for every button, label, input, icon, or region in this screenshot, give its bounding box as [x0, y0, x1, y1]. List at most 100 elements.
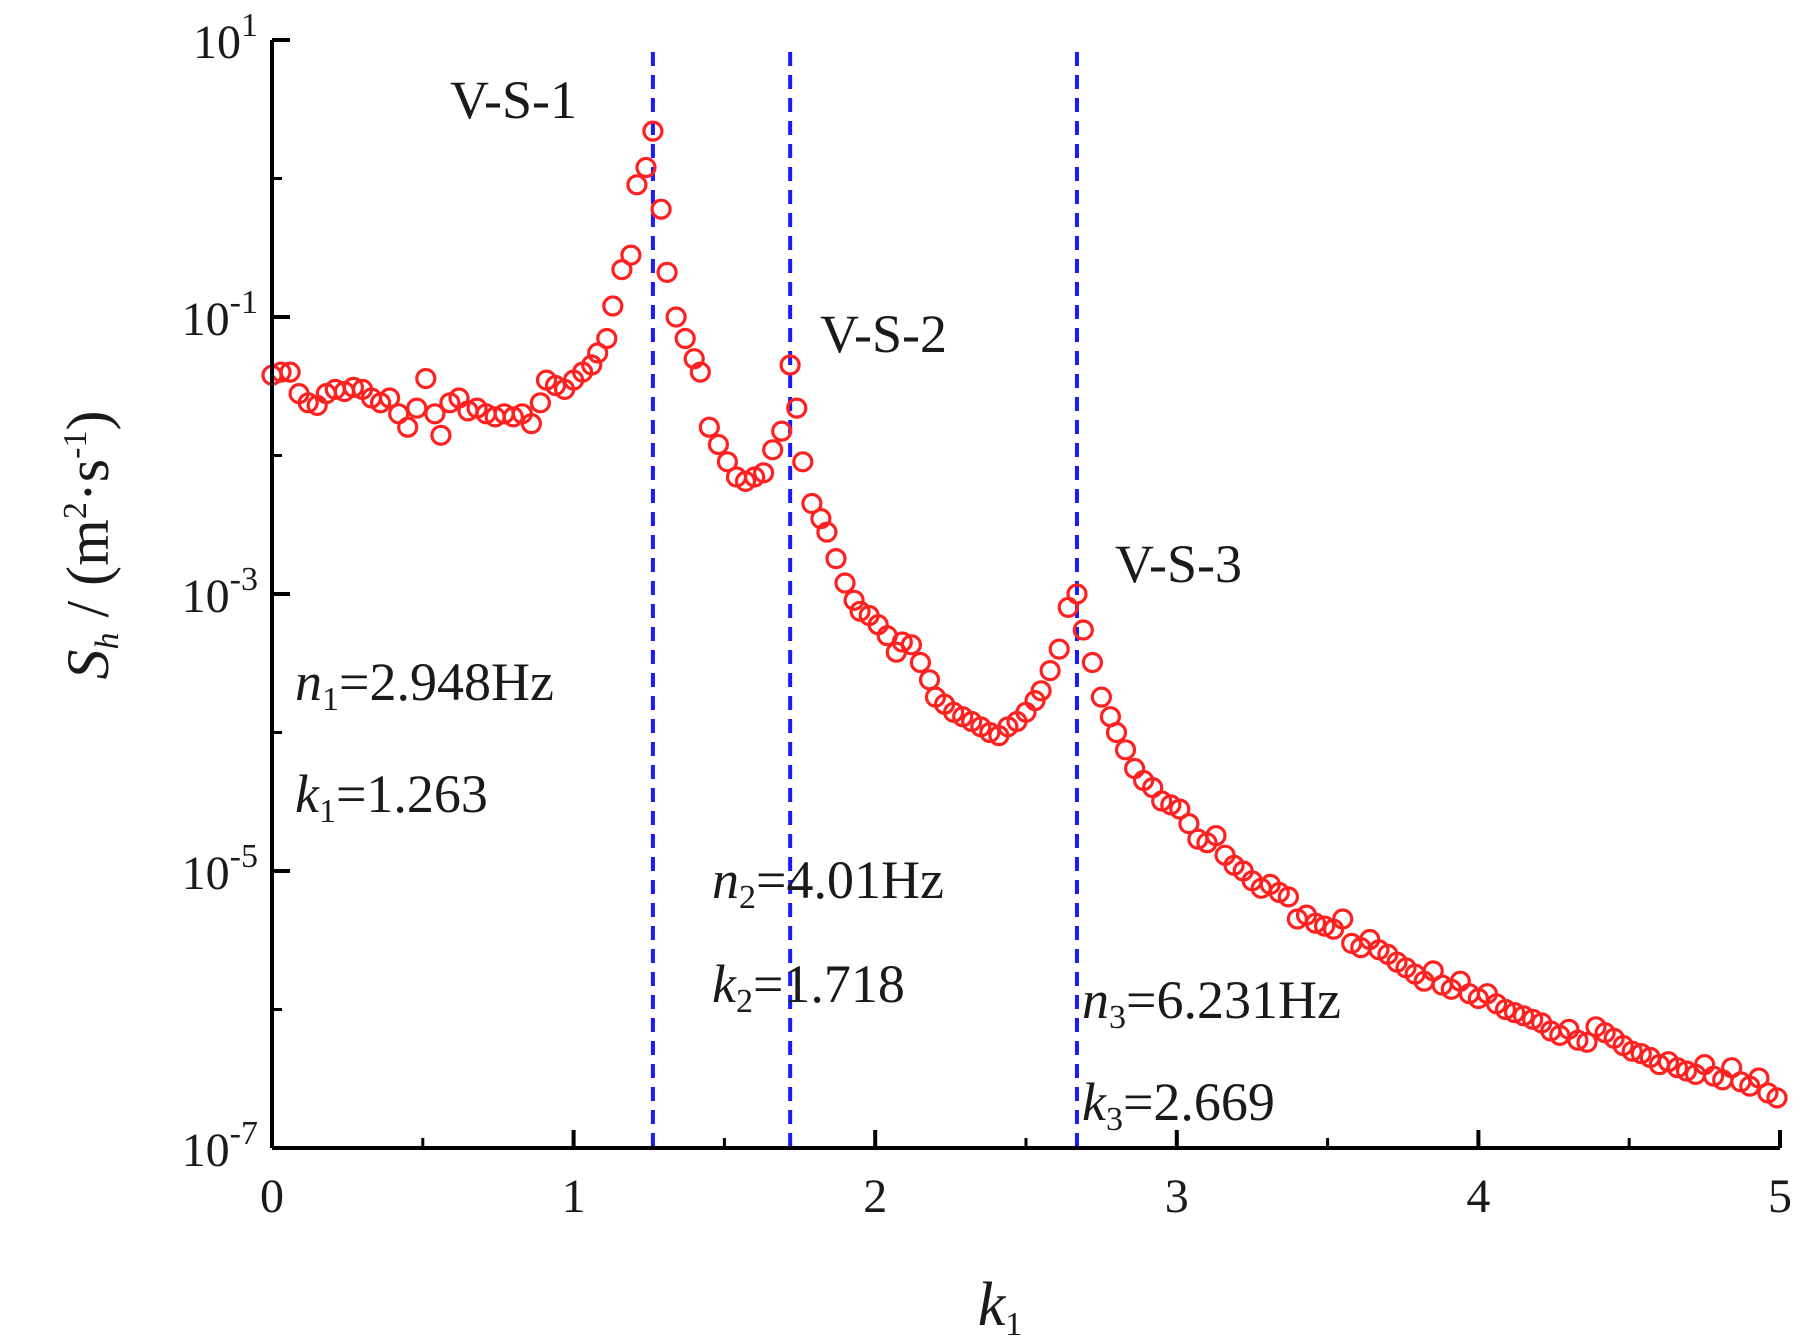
data-point: [1494, 998, 1517, 1021]
data-point: [1066, 583, 1088, 605]
data-point: [698, 416, 720, 438]
data-point: [843, 589, 865, 611]
data-point: [716, 451, 739, 473]
data-point: [1072, 619, 1094, 641]
data-series: [261, 120, 1788, 1109]
data-point: [587, 342, 609, 364]
data-point: [1304, 912, 1327, 934]
data-point: [674, 327, 696, 350]
data-point: [626, 174, 648, 196]
data-point: [581, 354, 603, 376]
peak-label: V-S-2: [820, 304, 947, 364]
data-point: [1576, 1031, 1598, 1053]
annotation-wavenumber: k3=2.669: [1082, 1072, 1275, 1138]
data-point: [424, 403, 446, 425]
y-axis-title-sub: h: [89, 632, 126, 649]
annotation-k-value: =2.669: [1123, 1072, 1275, 1132]
data-point: [1766, 1087, 1788, 1109]
annotation-k-symbol: k: [712, 954, 737, 1014]
data-point: [1030, 680, 1052, 702]
y-tick-base: 10: [182, 847, 230, 900]
annotation-frequency: n3=6.231Hz: [1082, 970, 1341, 1036]
y-tick-exponent: 1: [241, 7, 258, 44]
data-point: [379, 387, 401, 409]
annotation-k-value: =1.263: [336, 764, 488, 824]
annotation-n-subscript: 3: [1109, 999, 1126, 1036]
data-point: [1169, 798, 1191, 820]
data-point: [1178, 812, 1200, 835]
data-point: [707, 433, 730, 456]
y-axis-title-unit-mid: ·s: [55, 459, 121, 502]
data-point: [656, 261, 678, 283]
data-point: [816, 521, 838, 543]
annotation-n-symbol: n: [295, 652, 322, 712]
data-point: [1503, 1001, 1526, 1024]
y-tick-exponent: -1: [230, 284, 258, 321]
y-tick-base: 10: [182, 570, 230, 623]
peak-label: V-S-1: [450, 70, 577, 130]
y-tick-label: 10-5: [182, 838, 258, 900]
y-axis-title-unit-sup2: -1: [57, 430, 94, 458]
data-point: [635, 156, 657, 179]
annotation-n-symbol: n: [1082, 970, 1109, 1030]
annotation-k-subscript: 2: [736, 983, 753, 1020]
data-point: [1090, 686, 1113, 708]
y-tick-label: 10-3: [182, 561, 258, 623]
data-point: [406, 397, 428, 419]
y-tick-base: 10: [193, 16, 241, 69]
data-point: [1748, 1067, 1770, 1089]
data-point: [1205, 824, 1227, 847]
annotation-frequency: n2=4.01Hz: [712, 850, 944, 916]
data-point: [909, 651, 932, 674]
annotation-n-value: =4.01Hz: [756, 850, 944, 910]
y-axis-title: Sh / (m2·s-1): [55, 411, 126, 680]
annotation-n-value: =6.231Hz: [1126, 970, 1341, 1030]
y-tick-exponent: -7: [230, 1115, 258, 1152]
data-point: [979, 721, 1001, 744]
data-point: [1512, 1005, 1535, 1027]
x-tick-label: 1: [562, 1170, 586, 1223]
y-tick-base: 10: [182, 1124, 230, 1177]
data-point: [529, 392, 552, 414]
annotation-frequency: n1=2.948Hz: [295, 652, 554, 718]
data-point: [1277, 886, 1300, 908]
y-tick-exponent: -3: [230, 561, 258, 598]
data-point: [1666, 1057, 1689, 1079]
y-tick-label: 10-1: [182, 284, 258, 346]
x-axis-title: k1: [978, 1271, 1023, 1342]
annotation-n-symbol: n: [712, 850, 739, 910]
data-point: [779, 354, 801, 376]
x-tick-label: 3: [1165, 1170, 1189, 1223]
data-point: [891, 631, 913, 653]
data-point: [752, 462, 775, 484]
y-tick-exponent: -5: [230, 838, 258, 875]
data-point: [602, 295, 624, 317]
data-point: [1332, 908, 1354, 930]
annotation-k-symbol: k: [295, 764, 320, 824]
data-point: [620, 244, 642, 266]
axes: [270, 38, 1782, 1150]
x-tick-label: 4: [1466, 1170, 1490, 1223]
annotation-wavenumber: k1=1.263: [295, 764, 488, 830]
x-tick-label: 5: [1768, 1170, 1792, 1223]
annotation-n-value: =2.948Hz: [339, 652, 554, 712]
x-tick-label: 0: [260, 1170, 284, 1223]
annotation-k-subscript: 3: [1106, 1101, 1123, 1138]
annotation-n-subscript: 2: [739, 879, 756, 916]
data-point: [342, 376, 364, 398]
data-point: [1048, 638, 1070, 660]
data-point: [642, 120, 664, 142]
x-tick-label: 2: [863, 1170, 887, 1223]
annotation-k-value: =1.718: [753, 954, 905, 1014]
y-axis-title-unit-open: / (m: [55, 519, 121, 632]
data-point: [520, 413, 543, 435]
y-tick-label: 101: [193, 7, 258, 69]
data-point: [415, 367, 437, 390]
y-axis-title-unit-sup1: 2: [57, 502, 94, 519]
data-point: [762, 439, 784, 461]
peak-labels: V-S-1 V-S-2 V-S-3: [450, 70, 1242, 594]
data-point: [1105, 721, 1128, 744]
